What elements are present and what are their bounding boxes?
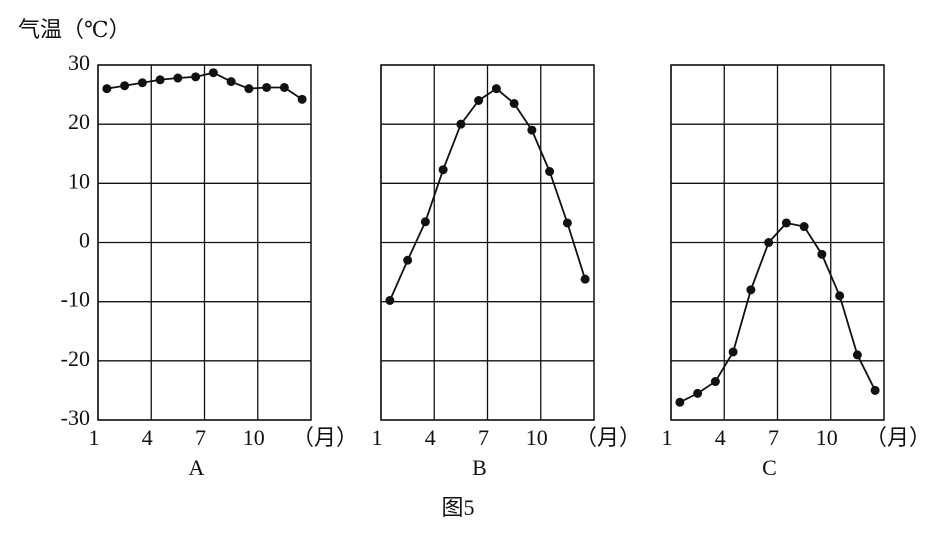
x-tick-label: 1: [372, 425, 383, 450]
caption: 图5: [441, 495, 474, 520]
point: [226, 77, 236, 87]
panel-label: B: [472, 455, 487, 480]
y-tick-label: 20: [68, 109, 90, 134]
x-tick-label: 7: [478, 425, 489, 450]
point: [155, 75, 165, 85]
x-tick-label: 10: [526, 425, 548, 450]
point: [710, 377, 720, 387]
point: [852, 350, 862, 360]
y-tick-label: -10: [61, 287, 90, 312]
point: [817, 249, 827, 259]
x-tick-label: 7: [195, 425, 206, 450]
point: [420, 217, 430, 227]
y-tick-label: -30: [61, 405, 90, 430]
point: [527, 125, 537, 135]
x-tick-label: 4: [425, 425, 436, 450]
point: [137, 78, 147, 88]
point: [764, 238, 774, 247]
y-tick-label: 30: [68, 50, 90, 75]
x-axis-label: （月）: [865, 425, 931, 450]
point: [474, 96, 484, 105]
point: [279, 82, 289, 92]
point: [403, 255, 413, 265]
point: [297, 94, 307, 104]
point: [102, 84, 112, 94]
point: [580, 274, 590, 284]
line: [389, 87, 586, 301]
point: [438, 165, 448, 175]
point: [120, 81, 130, 91]
point: [675, 397, 685, 407]
point: [173, 73, 183, 83]
point: [385, 295, 395, 305]
y-axis-label: 气温（℃）: [18, 17, 131, 42]
point: [781, 218, 791, 228]
y-tick-label: 0: [79, 228, 90, 253]
point: [693, 388, 703, 398]
y-tick-label: -20: [61, 346, 90, 371]
x-axis-label: （月）: [575, 425, 641, 450]
point: [545, 167, 555, 176]
point: [262, 82, 272, 92]
x-tick-label: 10: [243, 425, 265, 450]
x-tick-label: 10: [816, 425, 838, 450]
x-tick-label: 1: [89, 425, 100, 450]
x-tick-label: 7: [768, 425, 779, 450]
point: [208, 68, 218, 78]
point: [509, 98, 519, 108]
point: [244, 84, 254, 94]
point: [746, 285, 756, 295]
point: [191, 72, 201, 82]
panel-label: A: [189, 455, 205, 480]
x-tick-label: 4: [142, 425, 153, 450]
x-tick-label: 4: [715, 425, 726, 450]
point: [835, 291, 845, 301]
point: [728, 347, 738, 357]
point: [491, 84, 501, 94]
x-tick-label: 1: [662, 425, 673, 450]
x-axis-label: （月）: [292, 425, 358, 450]
y-tick-label: 10: [68, 168, 90, 193]
point: [799, 222, 809, 232]
point: [456, 119, 466, 129]
panel-label: C: [762, 455, 777, 480]
point: [562, 218, 572, 228]
point: [870, 385, 880, 395]
